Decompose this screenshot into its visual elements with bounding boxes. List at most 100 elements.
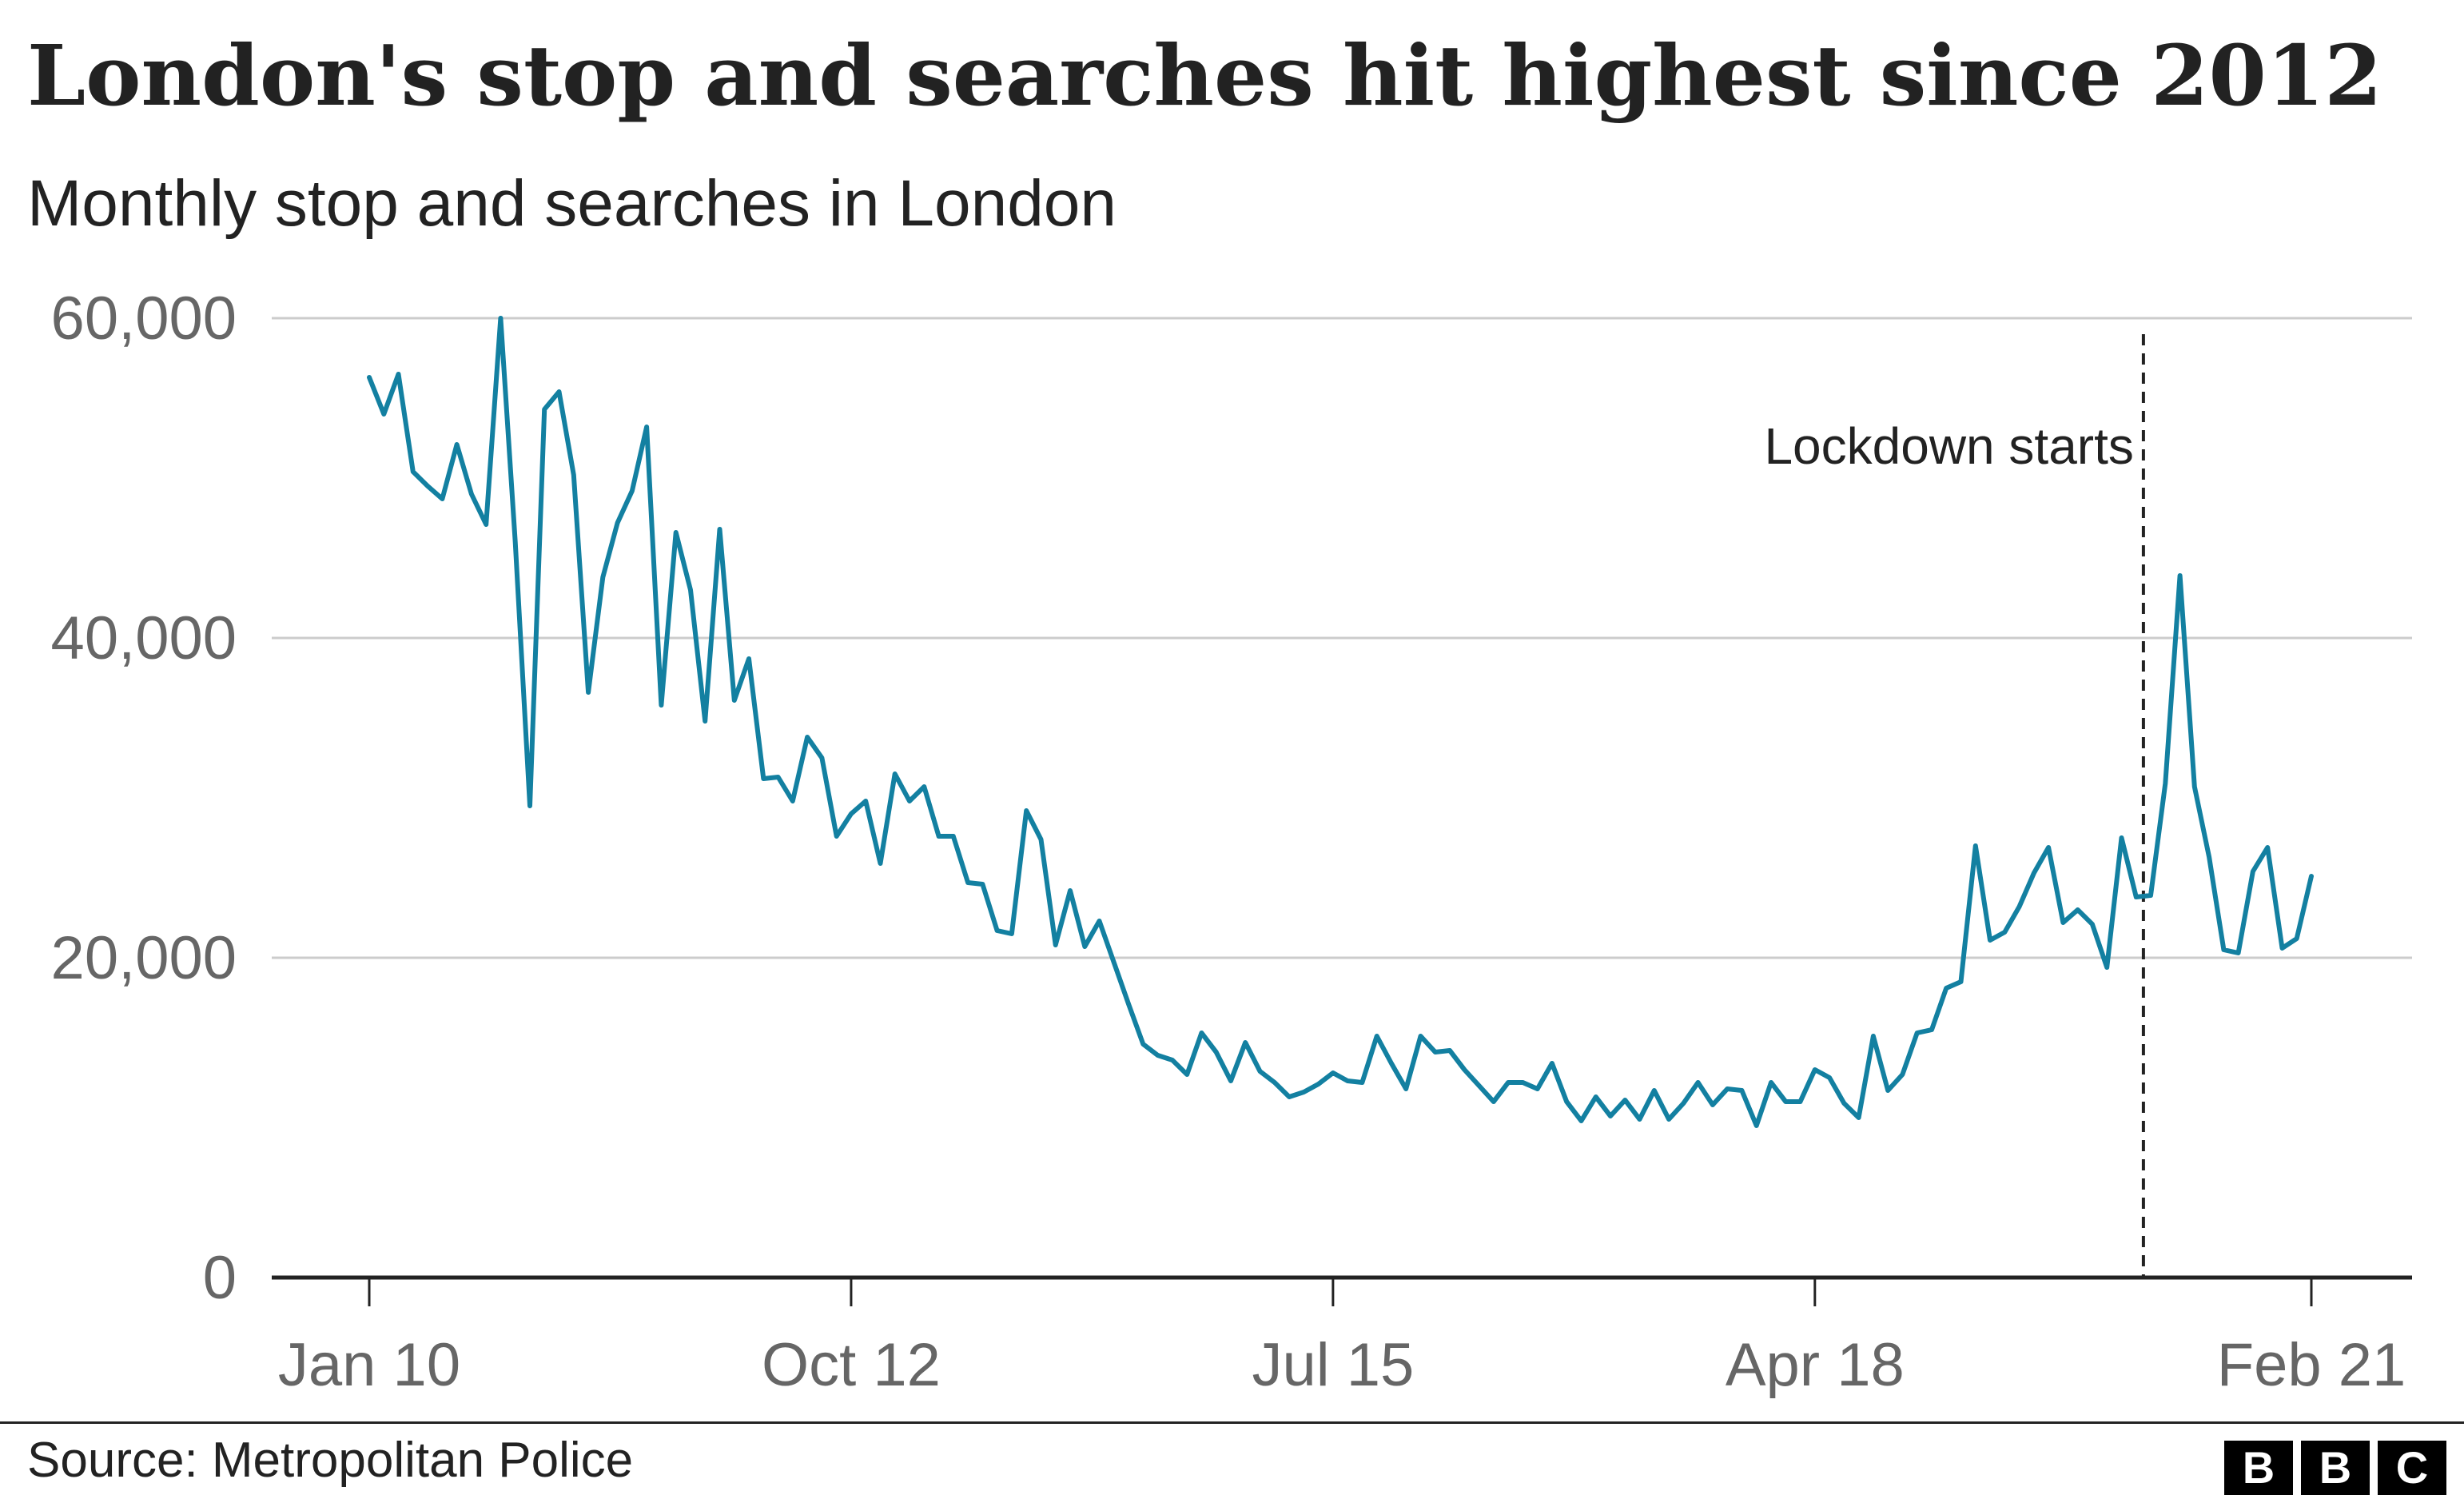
line-chart: 0 20,000 40,000 60,000 Lockdown starts Jan … xyxy=(51,285,2412,1399)
y-axis-tick-labels: 0 20,000 40,000 60,000 xyxy=(51,285,237,1312)
data-point xyxy=(1419,1035,1423,1038)
data-point xyxy=(1273,1081,1276,1084)
data-point xyxy=(514,540,517,544)
logo-letter-b2: B xyxy=(2301,1441,2370,1495)
data-point xyxy=(2193,785,2196,788)
x-tick-label: Apr 18 xyxy=(1726,1331,1905,1399)
logo-letter-c: C xyxy=(2378,1441,2446,1495)
data-point xyxy=(1594,1095,1598,1098)
data-point xyxy=(2149,894,2152,897)
data-point xyxy=(1711,1103,1714,1106)
data-point xyxy=(1623,1098,1626,1102)
data-point xyxy=(1974,844,1977,847)
data-point xyxy=(719,528,722,531)
data-point xyxy=(2003,931,2006,934)
data-point xyxy=(2076,908,2080,911)
data-point xyxy=(1901,1073,1904,1076)
y-tick-label: 60,000 xyxy=(51,285,237,353)
data-point xyxy=(850,812,853,815)
x-tick-label: Oct 12 xyxy=(762,1331,941,1399)
data-point xyxy=(2310,875,2313,878)
data-point xyxy=(1988,939,1992,942)
data-point xyxy=(922,785,925,788)
data-point xyxy=(952,835,955,838)
data-point xyxy=(996,929,999,932)
data-point xyxy=(1040,838,1043,841)
data-point xyxy=(2295,937,2299,940)
data-point xyxy=(1550,1062,1554,1065)
data-point xyxy=(806,736,809,739)
data-point xyxy=(937,835,941,838)
data-point xyxy=(1185,1073,1188,1076)
data-point xyxy=(558,390,561,393)
data-point xyxy=(894,772,897,775)
data-point xyxy=(820,756,823,759)
data-point xyxy=(1769,1081,1773,1084)
data-point xyxy=(2120,836,2124,839)
data-point xyxy=(2047,846,2050,849)
data-point xyxy=(543,408,546,411)
data-point xyxy=(645,425,648,429)
data-point xyxy=(1784,1100,1787,1103)
data-point xyxy=(689,588,692,592)
data-point xyxy=(1098,919,1101,923)
data-point xyxy=(1799,1100,1802,1103)
data-point xyxy=(1740,1089,1743,1092)
chart-subtitle: Monthly stop and searches in London xyxy=(27,167,1117,240)
data-point xyxy=(412,470,415,473)
data-point xyxy=(675,531,678,534)
data-point xyxy=(1171,1058,1174,1062)
data-point xyxy=(1565,1100,1568,1103)
data-point xyxy=(1141,1043,1144,1046)
data-point xyxy=(2163,782,2167,785)
x-tick-label: Feb 21 xyxy=(2217,1331,2406,1399)
data-point xyxy=(2091,923,2094,926)
data-point xyxy=(1083,945,1086,948)
data-point xyxy=(1259,1070,1262,1073)
data-point xyxy=(1536,1087,1539,1090)
x-tick-label: Jul 15 xyxy=(1252,1331,1414,1399)
data-point xyxy=(1054,943,1057,947)
y-tick-label: 20,000 xyxy=(51,924,237,992)
data-point xyxy=(456,443,459,446)
data-point xyxy=(1916,1031,1919,1035)
data-point xyxy=(1609,1114,1612,1118)
data-point xyxy=(601,576,604,579)
y-tick-label: 0 xyxy=(203,1244,237,1312)
data-point xyxy=(382,413,385,416)
data-point xyxy=(2251,870,2255,873)
data-point xyxy=(1302,1090,1305,1094)
data-point xyxy=(864,799,867,803)
data-point xyxy=(1010,932,1013,935)
data-point xyxy=(499,317,502,320)
data-point xyxy=(1127,1003,1130,1006)
data-point xyxy=(2207,855,2211,859)
lockdown-annotation-label: Lockdown starts xyxy=(1764,417,2133,475)
footer-divider xyxy=(0,1421,2464,1424)
data-point xyxy=(1886,1089,1889,1092)
data-point xyxy=(1360,1081,1363,1084)
data-point xyxy=(1638,1118,1642,1121)
data-point xyxy=(1404,1087,1407,1090)
data-point xyxy=(1813,1068,1817,1071)
data-point xyxy=(1945,987,1948,990)
data-point xyxy=(1390,1062,1393,1065)
data-point xyxy=(528,804,531,807)
data-point xyxy=(2135,895,2138,899)
data-point xyxy=(587,691,590,694)
series-group xyxy=(367,316,2314,1128)
data-point xyxy=(1828,1076,1831,1079)
data-point xyxy=(1375,1035,1379,1038)
data-point xyxy=(631,489,634,492)
source-note: Source: Metropolitan Police xyxy=(27,1433,634,1488)
data-point xyxy=(1478,1084,1481,1087)
data-point xyxy=(2018,905,2021,908)
data-point xyxy=(1521,1081,1524,1084)
chart-title: London's stop and searches hit highest s… xyxy=(27,26,2382,125)
data-point xyxy=(879,862,882,865)
data-point xyxy=(1332,1071,1335,1074)
data-point xyxy=(397,373,400,376)
data-point xyxy=(1113,961,1116,964)
data-point xyxy=(1872,1035,1875,1038)
data-point xyxy=(1215,1050,1218,1054)
